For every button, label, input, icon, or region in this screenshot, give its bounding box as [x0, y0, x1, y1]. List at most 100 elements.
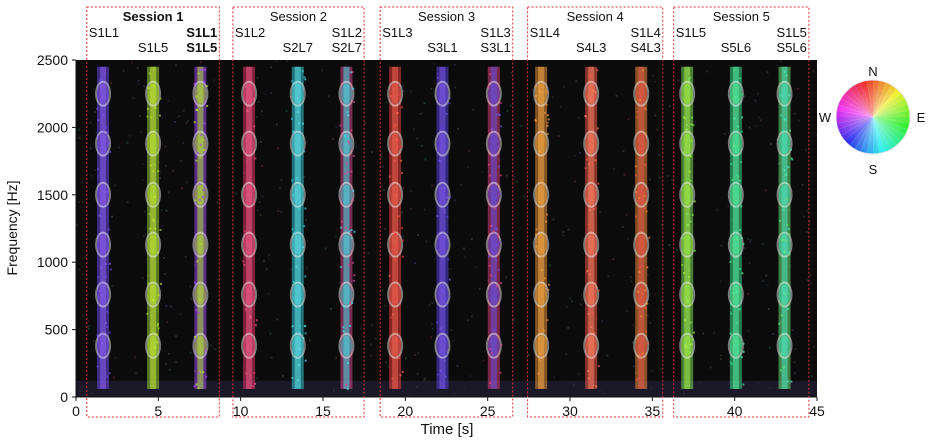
noise-speck	[808, 221, 811, 223]
harmonic-blob	[436, 335, 449, 356]
harmonic-blob	[635, 335, 648, 356]
noise-speck	[793, 112, 796, 115]
noise-speck	[661, 224, 663, 227]
noise-speck	[219, 199, 222, 202]
harmonic-arc	[338, 80, 355, 107]
harmonic-blob	[243, 284, 256, 305]
noise-speck	[658, 176, 661, 179]
harmonic-blob	[147, 133, 160, 154]
noise-speck	[793, 372, 796, 375]
noise-speck	[505, 174, 508, 177]
harmonic-blob	[535, 133, 548, 154]
noise-speck	[275, 123, 278, 126]
noise-speck	[777, 162, 780, 165]
noise-speck	[412, 128, 415, 131]
harmonic-blob	[778, 335, 791, 356]
harmonic-arc	[633, 231, 650, 258]
noise-speck	[256, 77, 259, 80]
harmonic-blob	[97, 335, 110, 356]
noise-speck	[213, 79, 216, 82]
harmonic-arc	[583, 130, 600, 157]
noise-speck	[189, 351, 192, 354]
noise-speck	[304, 141, 307, 144]
harmonic-arc	[192, 332, 209, 359]
noise-speck	[114, 184, 117, 187]
noise-speck	[416, 137, 419, 140]
noise-speck	[381, 165, 384, 168]
wheel-label-south: S	[869, 162, 878, 177]
call-label: S1L5	[138, 40, 168, 55]
harmonic-arc	[387, 332, 404, 359]
noise-speck	[235, 192, 238, 195]
noise-speck	[179, 313, 182, 316]
noise-speck	[812, 70, 815, 73]
noise-speck	[459, 183, 462, 186]
noise-speck	[425, 240, 428, 243]
harmonic-arc	[485, 231, 502, 258]
noise-speck	[789, 139, 792, 142]
harmonic-arc	[241, 130, 258, 157]
harmonic-blob	[340, 184, 353, 205]
noise-speck	[277, 147, 279, 150]
noise-speck	[764, 189, 767, 192]
harmonic-arc	[192, 281, 209, 308]
noise-speck	[549, 264, 552, 267]
noise-speck	[371, 323, 374, 326]
noise-speck	[382, 189, 385, 192]
noise-speck	[423, 379, 425, 382]
noise-speck	[430, 336, 433, 339]
noise-speck	[702, 332, 705, 335]
noise-speck	[791, 329, 794, 332]
x-tick-label: 5	[154, 403, 162, 419]
harmonic-arc	[338, 231, 355, 258]
x-tick-label: 10	[233, 403, 249, 419]
harmonic-arc	[679, 281, 696, 308]
noise-speck	[255, 116, 258, 118]
noise-speck	[456, 364, 459, 367]
harmonic-blob	[291, 133, 304, 154]
noise-speck	[163, 272, 166, 275]
noise-speck	[766, 71, 769, 74]
harmonic-arc	[583, 231, 600, 258]
harmonic-arc	[95, 181, 112, 208]
noise-speck	[280, 178, 283, 181]
harmonic-blob	[585, 184, 598, 205]
noise-speck	[809, 282, 812, 284]
noise-speck	[143, 235, 145, 238]
harmonic-arc	[387, 80, 404, 107]
noise-speck	[424, 377, 427, 380]
harmonic-arc	[533, 281, 550, 308]
harmonic-blob	[729, 83, 742, 104]
noise-speck	[513, 176, 516, 179]
noise-speck	[648, 178, 651, 181]
noise-speck	[801, 183, 804, 186]
y-tick-label: 500	[45, 322, 69, 338]
noise-speck	[153, 65, 156, 68]
x-axis-label: Time [s]	[421, 421, 474, 438]
noise-speck	[528, 189, 531, 192]
harmonic-arc	[679, 130, 696, 157]
noise-speck	[280, 211, 283, 214]
noise-speck	[261, 110, 264, 113]
harmonic-arc	[679, 332, 696, 359]
noise-speck	[431, 184, 434, 187]
harmonic-arc	[289, 332, 306, 359]
call-stripe	[583, 66, 600, 389]
call-stripe	[633, 66, 651, 389]
noise-speck	[190, 298, 193, 301]
noise-speck	[482, 359, 485, 362]
noise-speck	[335, 356, 338, 359]
noise-speck	[468, 149, 471, 152]
noise-speck	[806, 210, 809, 213]
call-label: S2L7	[332, 40, 362, 55]
noise-speck	[77, 201, 80, 204]
noise-speck	[113, 376, 116, 379]
noise-speck	[261, 195, 264, 198]
harmonic-blob	[147, 335, 160, 356]
noise-speck	[324, 247, 327, 250]
noise-speck	[385, 361, 388, 364]
noise-speck	[612, 258, 615, 261]
noise-speck	[409, 90, 412, 93]
harmonic-arc	[241, 281, 258, 308]
call-label: S4L3	[631, 40, 661, 55]
